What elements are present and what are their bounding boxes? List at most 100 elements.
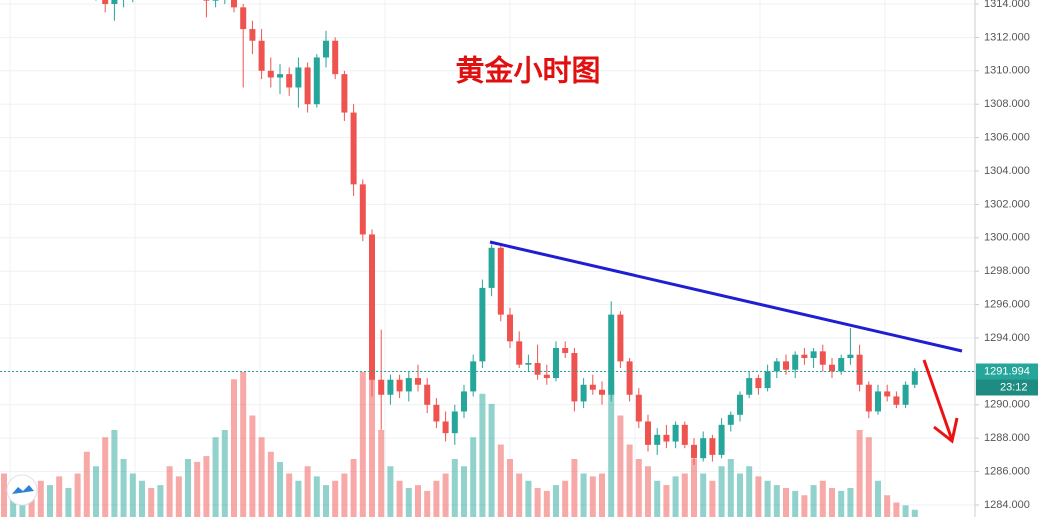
y-tick-label: 1296.000 — [984, 298, 1030, 310]
volume-bar — [718, 466, 725, 517]
volume-bar — [773, 485, 780, 517]
candle-body — [442, 421, 449, 434]
volume-bar — [755, 476, 762, 517]
logo — [6, 474, 38, 506]
volume-bar — [267, 451, 274, 517]
volume-bar — [221, 430, 228, 517]
volume-bar — [875, 480, 881, 517]
candle-body — [589, 384, 596, 390]
candle-body — [350, 112, 357, 185]
volume-bar — [369, 374, 375, 517]
candle-body — [599, 389, 605, 395]
volume-bar — [258, 437, 265, 517]
candle-body — [562, 348, 569, 354]
volume-bar — [194, 461, 201, 517]
last-price-label: 1291.994 — [984, 365, 1030, 377]
volume-bar — [424, 490, 431, 517]
volume-bar — [461, 466, 467, 517]
candle-body — [369, 234, 375, 380]
volume-bar — [249, 415, 256, 517]
candle-body — [387, 379, 394, 395]
candle-body — [111, 0, 118, 5]
candle-body — [461, 391, 467, 412]
candle-body — [755, 378, 762, 389]
candle-body — [553, 348, 559, 379]
y-tick-label: 1290.000 — [984, 399, 1030, 411]
y-tick-label: 1286.000 — [984, 465, 1030, 477]
volume-bar — [203, 456, 210, 517]
volume-bar — [295, 480, 302, 517]
candle-body — [801, 354, 808, 359]
volume-bar — [553, 485, 559, 517]
candle-body — [102, 0, 109, 5]
volume-bar — [810, 485, 817, 517]
candle-body — [258, 40, 265, 71]
volume-bar — [47, 485, 53, 517]
volume-bar — [700, 473, 707, 517]
candle-body — [479, 287, 486, 362]
candle-body — [654, 434, 661, 445]
candle-body — [792, 354, 799, 370]
candle-body — [295, 67, 302, 88]
volume-bar — [37, 480, 44, 517]
candle-body — [313, 57, 320, 105]
candle-body — [718, 424, 725, 455]
volume-bar — [884, 495, 891, 517]
volume — [1, 372, 918, 517]
volume-bar — [405, 488, 412, 517]
y-tick-label: 1288.000 — [984, 432, 1030, 444]
candle-body — [626, 361, 633, 395]
candle-body — [571, 353, 578, 402]
candle-body — [525, 363, 532, 365]
volume-bar — [470, 437, 477, 517]
volume-bar — [19, 495, 26, 517]
candle-body — [534, 363, 541, 375]
volume-bar — [185, 459, 191, 517]
volume-bar — [727, 459, 734, 517]
volume-bar — [534, 488, 541, 517]
candle-body — [451, 411, 458, 434]
volume-bar — [626, 444, 633, 517]
candle-body — [433, 404, 440, 422]
candle-body — [286, 74, 293, 88]
candle-body — [672, 424, 679, 442]
volume-bar — [139, 480, 145, 517]
candle-body — [277, 74, 283, 78]
volume-bar — [166, 466, 173, 517]
countdown-label: 23:12 — [1000, 381, 1028, 393]
candle-body — [267, 70, 274, 78]
candle-body — [865, 384, 872, 412]
candle-body — [884, 391, 891, 397]
volume-bar — [819, 480, 826, 517]
volume-bar — [111, 430, 118, 517]
down-arrow — [922, 359, 959, 444]
volume-bar — [635, 459, 642, 517]
y-tick-label: 1300.000 — [984, 232, 1030, 244]
volume-bar — [350, 459, 357, 517]
candle-body — [911, 371, 918, 385]
candle-body — [415, 378, 421, 385]
volume-bar — [792, 490, 799, 517]
candle-body — [249, 29, 256, 41]
volume-bar — [286, 473, 293, 517]
price-axis: 1284.0001286.0001288.0001290.0001292.000… — [975, 0, 1038, 511]
candle-body — [838, 358, 845, 372]
volume-bar — [341, 473, 348, 517]
volume-bar — [783, 488, 789, 517]
volume-bar — [746, 466, 753, 517]
volume-bar — [102, 437, 109, 517]
candle-body — [507, 314, 513, 342]
volume-bar — [28, 490, 35, 517]
volume-bar — [129, 473, 136, 517]
volume-bar — [332, 480, 339, 517]
volume-bar — [608, 379, 615, 517]
volume-bar — [571, 459, 578, 517]
candle-body — [543, 374, 550, 379]
volume-bar — [175, 476, 182, 517]
volume-bar — [764, 480, 771, 517]
volume-bar — [1, 473, 7, 517]
volume-bar — [387, 466, 394, 517]
y-tick-label: 1304.000 — [984, 165, 1030, 177]
volume-bar — [856, 430, 863, 517]
candle-body — [240, 7, 247, 30]
